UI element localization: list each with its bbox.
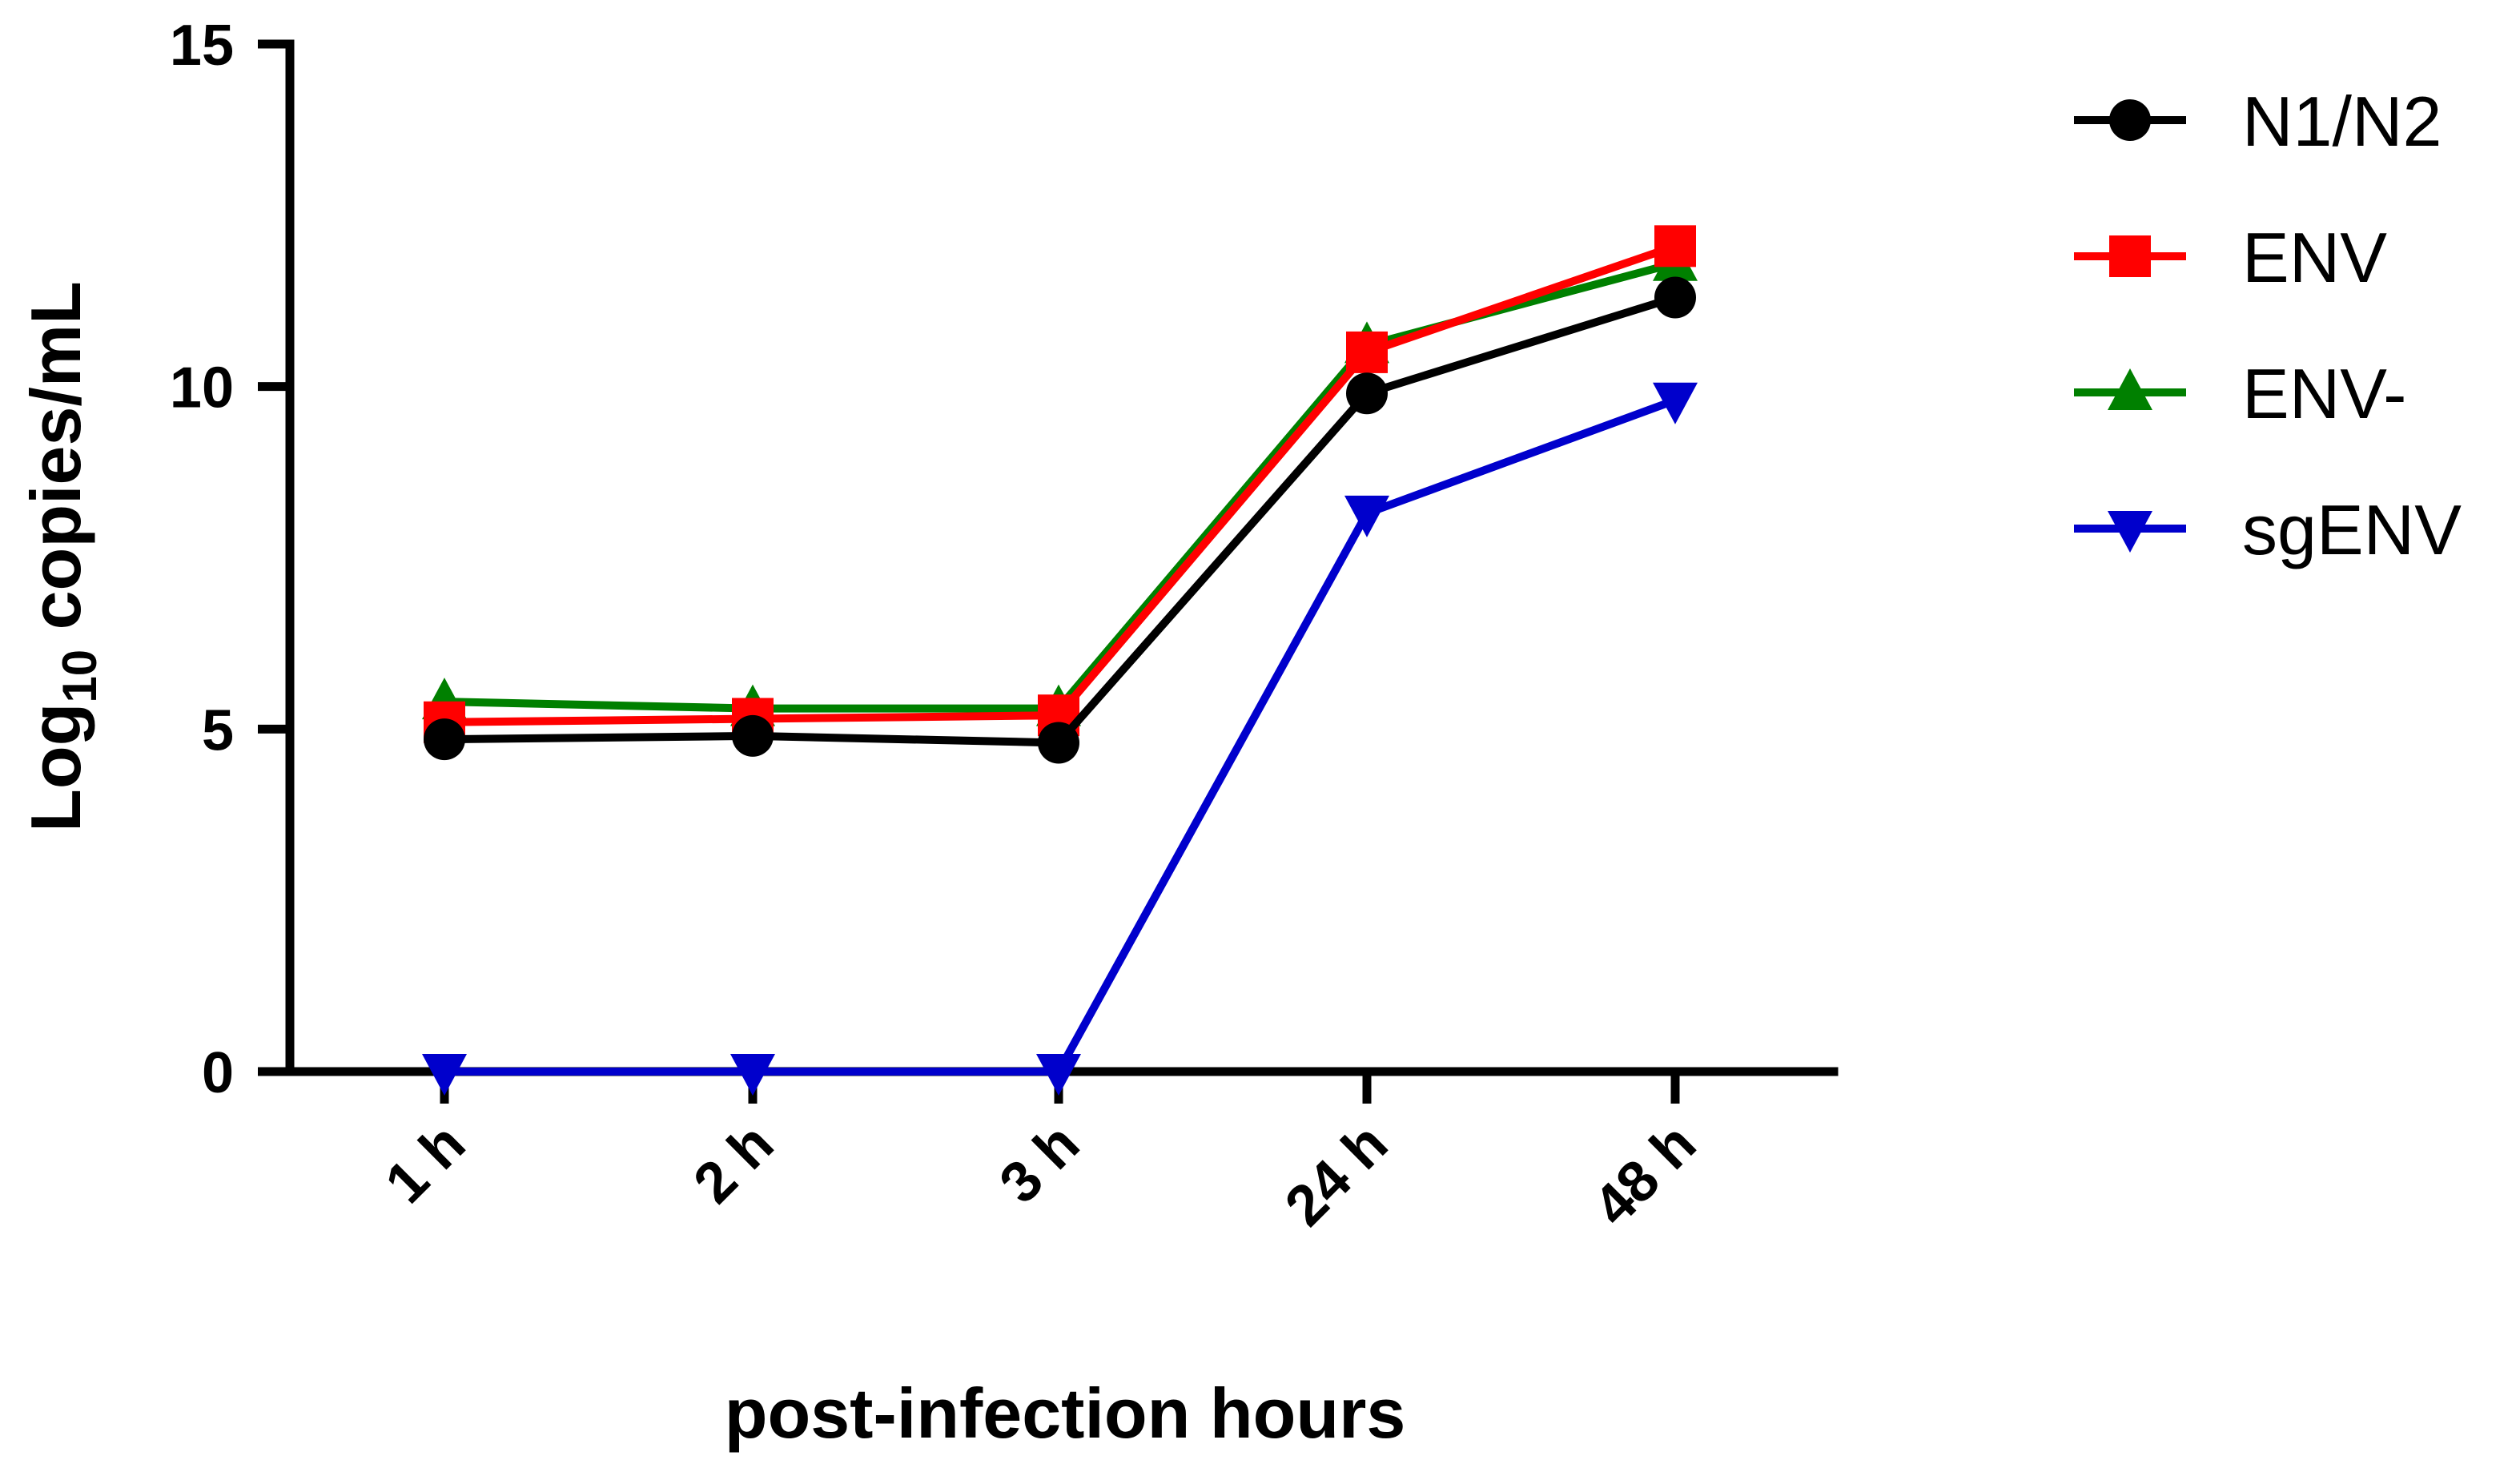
series-env [424, 225, 1696, 743]
legend-marker [2109, 235, 2151, 277]
legend-label: ENV- [2242, 354, 2406, 433]
x-tick-label: 2 h [681, 1112, 786, 1216]
legend-label: sgENV [2242, 490, 2462, 569]
y-axis-title-suffix: copies/mL [16, 281, 95, 650]
x-axis-ticks: 1 h 2 h 3 h 24 h 48 h [373, 1072, 1708, 1238]
data-point [424, 718, 465, 761]
legend-label: N1/N2 [2242, 82, 2442, 161]
data-point [1654, 276, 1696, 319]
y-tick-label: 15 [170, 14, 234, 78]
x-tick-label: 3 h [987, 1112, 1091, 1216]
y-axis-title-subscript: 10 [53, 650, 107, 703]
y-axis-ticks: 0 5 10 15 [170, 14, 290, 1105]
legend-item: ENV [2074, 218, 2387, 297]
data-point [1346, 372, 1388, 415]
data-point [422, 1054, 467, 1096]
y-axis-title: Log10 copies/mL [16, 281, 107, 832]
data-point [1654, 225, 1696, 267]
series-layer [422, 225, 1698, 1096]
x-tick-label: 48 h [1582, 1112, 1708, 1238]
y-tick-label: 5 [202, 698, 234, 762]
data-point [1036, 1054, 1081, 1096]
legend-marker [2109, 99, 2151, 141]
y-tick-label: 0 [202, 1041, 234, 1105]
series-line [444, 259, 1677, 713]
legend-item: sgENV [2074, 490, 2462, 569]
x-tick-label: 1 h [373, 1112, 477, 1216]
x-axis-title: post-infection hours [725, 1373, 1406, 1453]
series-n1-n2 [424, 276, 1696, 764]
series-line [444, 293, 1677, 747]
legend: N1/N2 ENV ENV-sgENV [2074, 82, 2462, 569]
legend-marker [2108, 368, 2152, 410]
series-sgenv [422, 382, 1698, 1096]
legend-item: ENV- [2074, 354, 2406, 433]
legend-item: N1/N2 [2074, 82, 2442, 161]
legend-label: ENV [2242, 218, 2387, 297]
y-tick-label: 10 [170, 356, 234, 420]
data-point [730, 1054, 775, 1096]
axes: 0 5 10 15 1 h 2 h 3 h 24 h 48 h [170, 14, 1839, 1238]
series-env-minus [422, 239, 1698, 726]
data-point [732, 714, 774, 757]
data-point [1346, 331, 1388, 373]
x-tick-label: 24 h [1273, 1112, 1400, 1238]
data-point [1344, 495, 1389, 537]
series-line [444, 242, 1677, 726]
y-axis-title-prefix: Log [16, 703, 95, 832]
data-point [1653, 382, 1698, 424]
legend-marker [2108, 511, 2152, 553]
data-point [1038, 722, 1079, 764]
